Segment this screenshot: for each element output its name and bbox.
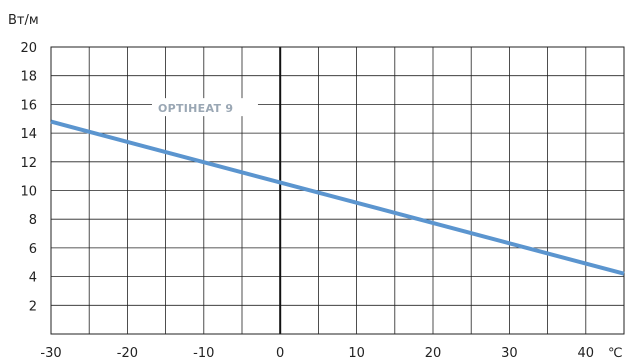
- series-label-background: [151, 98, 258, 117]
- x-tick-label: -10: [193, 346, 214, 361]
- y-tick-labels: 2 4 6 8 10 12 14 16 18 20: [20, 41, 37, 314]
- x-tick-label: 10: [348, 346, 365, 361]
- x-tick-label: 0: [276, 346, 284, 361]
- y-tick-label: 4: [29, 271, 37, 286]
- series-label: OPTIHEAT 9: [158, 102, 233, 115]
- y-axis-unit-label: Вт/м: [8, 13, 39, 28]
- x-tick-label: 40: [578, 346, 595, 361]
- x-tick-label: 30: [501, 346, 518, 361]
- series-layer: OPTIHEAT 9: [50, 98, 625, 276]
- x-tick-label: -30: [40, 346, 61, 361]
- horizontal-gridlines: [51, 75, 624, 306]
- y-tick-label: 16: [20, 98, 37, 113]
- plot-border: [50, 46, 625, 335]
- y-tick-label: 20: [20, 41, 37, 56]
- y-tick-label: 10: [20, 185, 37, 200]
- y-tick-label: 6: [29, 242, 37, 257]
- y-tick-label: 14: [20, 127, 37, 142]
- series-line: [50, 119, 625, 276]
- y-tick-label: 12: [20, 156, 37, 171]
- x-tick-label: -20: [117, 346, 138, 361]
- y-tick-label: 8: [29, 213, 37, 228]
- y-tick-label: 18: [20, 70, 37, 85]
- x-tick-label: 20: [425, 346, 442, 361]
- y-tick-label: 2: [29, 299, 37, 314]
- x-axis-unit-label: ℃: [608, 346, 623, 361]
- x-tick-labels: -30 -20 -10 0 10 20 30 40: [40, 346, 594, 361]
